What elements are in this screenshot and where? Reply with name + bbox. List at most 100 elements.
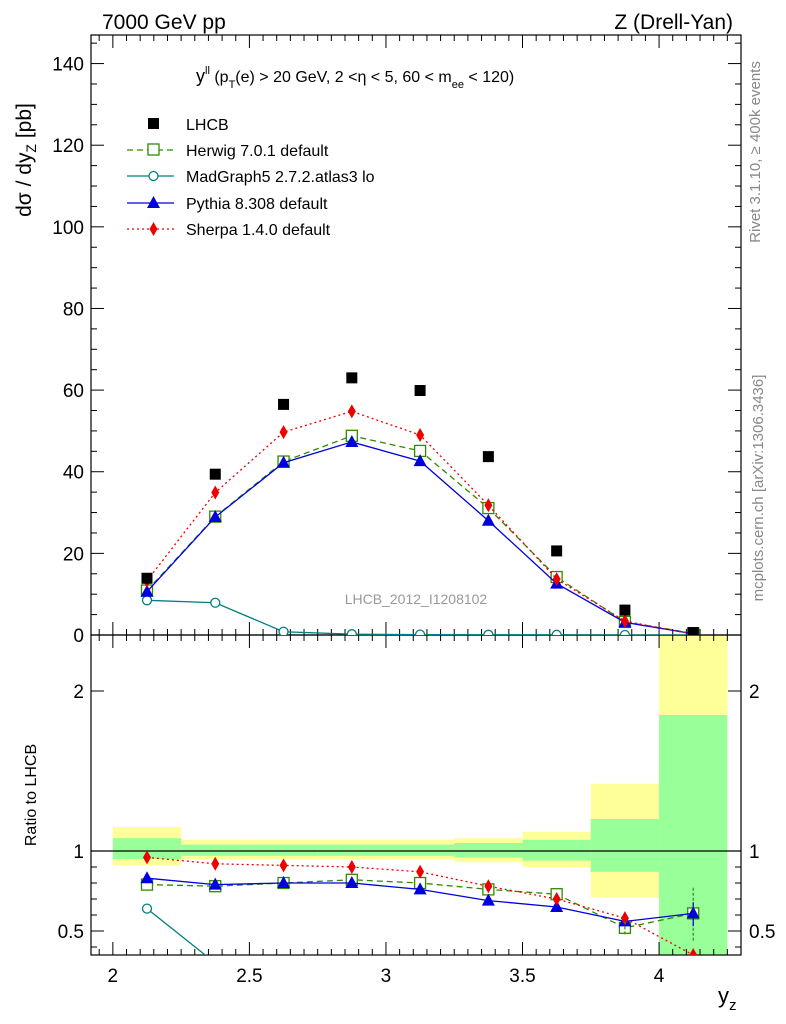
ratio-axis-title: Ratio to LHCB [23, 744, 40, 846]
data-marks [140, 372, 700, 955]
point-sherpa [347, 404, 356, 419]
point-madgraph5 [278, 626, 289, 635]
ratio-point-pythia [277, 876, 291, 888]
ratio-tick-label: 1 [73, 842, 84, 863]
legend-entry-lhcb: LHCB [148, 117, 229, 134]
ratio-point-pythia [481, 893, 495, 906]
legend-label-madgraph: MadGraph5 2.7.2.atlas3 lo [186, 169, 375, 186]
y-tick-label: 80 [63, 299, 84, 320]
y-axis-title: dσ / dyZ [pb] [13, 103, 39, 217]
legend: LHCB Herwig 7.0.1 default MadGraph5 2.7.… [127, 117, 375, 239]
point-madgraph5 [141, 595, 153, 606]
collision-label: 7000 GeV pp [102, 11, 226, 34]
x-tick-label: 2 [108, 966, 119, 987]
ratio-point-pythia [413, 882, 427, 895]
y-tick-label: 0 [73, 626, 84, 647]
ratio-tick-label-right: 2 [749, 682, 760, 703]
point-lhcb [141, 572, 153, 584]
main-series-group [140, 372, 700, 635]
process-label: Z (Drell-Yan) [614, 11, 733, 34]
legend-marker-pythia [147, 196, 160, 208]
ratio-band-inner [249, 844, 318, 856]
ratio-line-madgraph5 [146, 908, 207, 955]
point-sherpa [416, 428, 425, 442]
y-tick-label: 120 [52, 136, 84, 157]
ratio-band-inner [590, 819, 660, 872]
ratio-band-inner [385, 844, 455, 856]
ratio-point-sherpa [211, 856, 220, 871]
legend-entry-madgraph: MadGraph5 2.7.2.atlas3 lo [127, 169, 375, 186]
point-madgraph5 [551, 629, 562, 635]
legend-label-pythia: Pythia 8.308 default [186, 196, 328, 213]
ratio-point-madgraph5 [141, 903, 153, 914]
point-lhcb [687, 627, 699, 635]
y-tick-label: 140 [52, 55, 84, 76]
legend-entry-sherpa: Sherpa 1.4.0 default [127, 222, 331, 239]
ratio-band-inner [317, 844, 386, 856]
ratio-tick-label-right: 0.5 [749, 922, 775, 943]
ratio-bands [112, 635, 728, 955]
x-tick-label: 2.5 [236, 966, 262, 987]
ratio-tick-label-right: 1 [749, 842, 760, 863]
point-lhcb [346, 372, 358, 384]
ratio-band-inner [454, 843, 523, 858]
ratio-band-inner [112, 838, 182, 859]
ratio-point-sherpa [552, 892, 561, 906]
y-tick-label: 20 [63, 544, 84, 565]
ratio-point-sherpa [689, 948, 698, 955]
plot-title: yll (pT(e) > 20 GeV, 2 <η < 5, 60 < mee … [196, 65, 514, 91]
x-axis-title: yz [718, 983, 737, 1014]
ratio-point-sherpa [416, 864, 425, 879]
ratio-point-pythia [345, 876, 359, 888]
ratio-point-pythia [208, 877, 222, 890]
point-sherpa [552, 572, 561, 587]
point-sherpa [211, 485, 220, 500]
legend-entry-herwig: Herwig 7.0.1 default [127, 143, 329, 160]
point-lhcb [551, 545, 563, 557]
ratio-tick-label: 0.5 [58, 922, 84, 943]
point-pythia [140, 584, 154, 597]
point-madgraph5 [414, 629, 426, 635]
legend-entry-pythia: Pythia 8.308 default [127, 196, 328, 213]
point-lhcb [209, 468, 221, 480]
ratio-tick-label: 2 [73, 682, 84, 703]
point-lhcb [278, 398, 290, 410]
y-tick-label: 60 [63, 381, 84, 402]
legend-marker-madgraph [148, 170, 159, 182]
point-madgraph5 [619, 629, 631, 635]
legend-marker-herwig [147, 143, 160, 156]
legend-marker-lhcb [148, 118, 159, 129]
point-lhcb [619, 604, 631, 616]
point-madgraph5 [210, 597, 221, 608]
point-sherpa [484, 498, 493, 513]
point-pythia [413, 454, 427, 467]
analysis-watermark: LHCB_2012_I1208102 [345, 591, 488, 607]
y-tick-label: 40 [63, 463, 84, 484]
point-pythia [208, 510, 222, 523]
ratio-point-pythia [140, 871, 154, 884]
ratio-line-sherpa [146, 856, 694, 955]
ratio-series-group [140, 850, 700, 955]
point-lhcb [482, 451, 494, 463]
x-tick-label: 3.5 [509, 966, 535, 987]
point-sherpa [620, 614, 629, 629]
point-pythia [345, 434, 359, 447]
ratio-point-sherpa [347, 860, 356, 874]
legend-label-lhcb: LHCB [186, 117, 229, 134]
ratio-point-sherpa [620, 911, 629, 926]
point-pythia [277, 455, 291, 468]
mcplots-label: mcplots.cern.ch [arXiv:1306.3436] [750, 375, 767, 602]
ratio-point-sherpa [484, 879, 493, 894]
ratio-band-inner [522, 839, 591, 861]
legend-marker-sherpa [149, 222, 158, 236]
point-pythia [481, 513, 495, 526]
x-tick-label: 4 [654, 966, 665, 987]
ratio-point-sherpa [142, 850, 151, 865]
point-madgraph5 [346, 629, 357, 635]
point-madgraph5 [483, 629, 494, 635]
rivet-label: Rivet 3.1.10, ≥ 400k events [747, 61, 764, 243]
legend-label-herwig: Herwig 7.0.1 default [186, 143, 329, 160]
point-lhcb [414, 385, 426, 397]
point-sherpa [279, 425, 288, 440]
